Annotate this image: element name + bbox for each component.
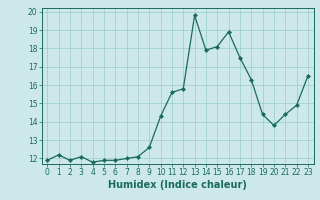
X-axis label: Humidex (Indice chaleur): Humidex (Indice chaleur) (108, 180, 247, 190)
